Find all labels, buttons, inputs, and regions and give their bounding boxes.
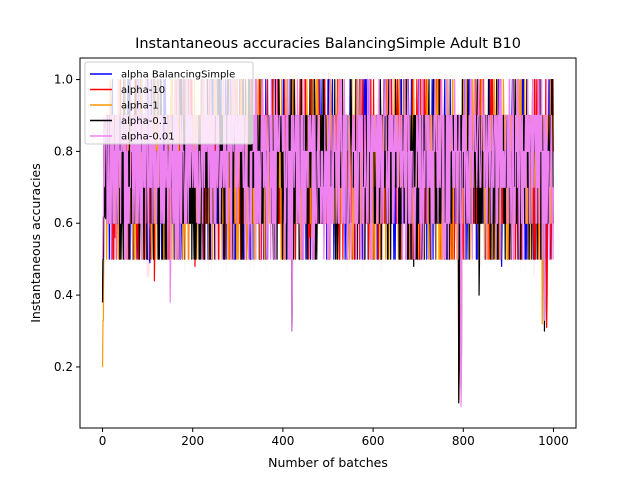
series-line-4 [101,78,555,408]
plot-area [101,72,555,408]
legend-box [84,61,254,145]
y-tick-label: 0.8 [54,144,73,158]
y-tick-label: 0.6 [54,216,73,230]
x-tick-label: 600 [362,434,385,448]
x-axis-label: Number of batches [268,455,388,470]
y-axis-label: Instantaneous accuracies [28,163,43,323]
x-tick-label: 0 [99,434,107,448]
legend-entry: alpha-0.01 [121,132,175,143]
legend-entry: alpha-10 [121,85,165,96]
y-tick-label: 0.2 [54,360,73,374]
legend-entry: alpha-1 [121,101,159,112]
x-tick-label: 800 [452,434,475,448]
x-axis-ticks: 0 200 400 600 800 1000 [99,428,569,448]
legend-entry: alpha-0.1 [121,116,168,127]
y-tick-label: 1.0 [54,73,73,87]
legend-entry: alpha BalancingSimple [121,70,235,81]
y-tick-label: 0.4 [54,288,73,302]
plot-frame [79,57,577,429]
x-tick-label: 200 [181,434,204,448]
x-tick-label: 400 [271,434,294,448]
series-lines [101,78,555,408]
y-axis-ticks: 0.2 0.4 0.6 0.8 1.0 [54,73,80,374]
x-tick-label: 1000 [538,434,569,448]
legend: alpha BalancingSimple alpha-10 alpha-1 alph… [84,61,254,145]
chart-title: Instantaneous accuracies BalancingSimple… [135,36,521,52]
